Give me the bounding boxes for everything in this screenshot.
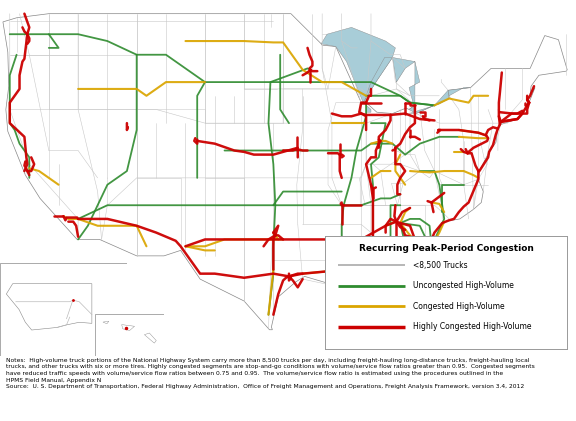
Text: Congested High-Volume: Congested High-Volume: [412, 302, 504, 311]
Bar: [0, 263, 127, 356]
Polygon shape: [103, 321, 109, 324]
Polygon shape: [448, 88, 471, 96]
Text: <8,500 Trucks: <8,500 Trucks: [412, 261, 467, 270]
Polygon shape: [363, 57, 392, 112]
Polygon shape: [145, 333, 156, 343]
Polygon shape: [392, 57, 420, 114]
Polygon shape: [321, 27, 395, 103]
Polygon shape: [122, 325, 135, 330]
Text: Highly Congested High-Volume: Highly Congested High-Volume: [412, 322, 531, 331]
Polygon shape: [3, 13, 567, 341]
Polygon shape: [6, 284, 92, 330]
Text: Recurring Peak-Period Congestion: Recurring Peak-Period Congestion: [359, 244, 534, 253]
Polygon shape: [409, 90, 449, 114]
Bar: [95, 314, 164, 356]
Text: Notes:  High-volume truck portions of the National Highway System carry more tha: Notes: High-volume truck portions of the…: [6, 358, 535, 389]
Text: Uncongested High-Volume: Uncongested High-Volume: [412, 281, 513, 290]
